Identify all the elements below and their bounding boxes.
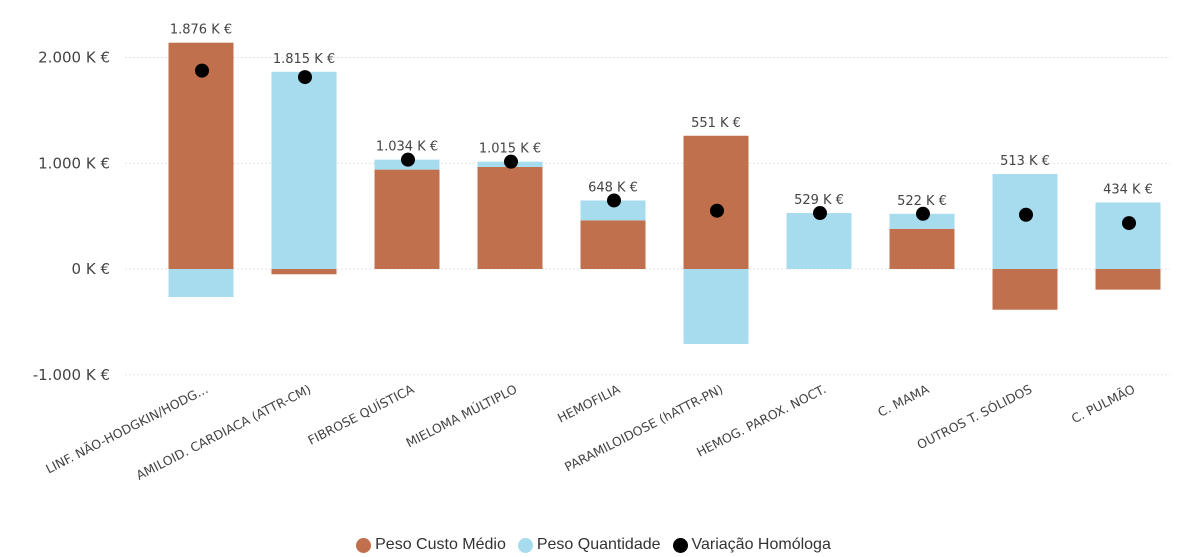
data-label: 1.876 K € <box>170 23 232 38</box>
x-tick-label: HEMOFILIA <box>555 381 623 425</box>
y-tick-label: -1.000 K € <box>33 366 110 384</box>
bar-peso-quantidade <box>271 71 337 270</box>
x-tick-label: C. MAMA <box>875 381 932 420</box>
legend-swatch <box>517 537 533 553</box>
bar-peso-custo-medio <box>1095 269 1161 290</box>
data-label: 1.015 K € <box>479 142 541 157</box>
data-label: 434 K € <box>1103 182 1153 197</box>
bar-peso-custo-medio <box>168 42 234 269</box>
legend: Peso Custo Médio Peso Quantidade Variação … <box>0 536 1187 554</box>
data-label: 1.815 K € <box>273 52 335 67</box>
y-tick-label: 1.000 K € <box>38 154 110 172</box>
bar-chart: 2.000 K € 1.000 K € 0 K € -1.000 K € 1.876 K… <box>33 23 1170 483</box>
bar-peso-custo-medio <box>374 169 440 269</box>
data-label: 513 K € <box>1000 154 1050 169</box>
data-label: 529 K € <box>794 193 844 208</box>
bar-peso-custo-medio <box>477 166 543 269</box>
data-label: 551 K € <box>691 116 741 131</box>
bar-peso-quantidade <box>889 213 955 229</box>
bar-peso-custo-medio <box>889 228 955 269</box>
bar-peso-quantidade <box>683 269 749 344</box>
variacao-homologa-marker <box>401 152 415 167</box>
x-tick-label: AMILOID. CARDIACA (ATTR-CM) <box>134 381 314 482</box>
bar-peso-custo-medio <box>992 269 1058 310</box>
variacao-homologa-marker <box>813 206 827 221</box>
bar-peso-custo-medio <box>683 135 749 269</box>
legend-item[interactable]: Peso Quantidade <box>517 536 661 554</box>
x-tick-label: LINF. NÃO-HODGKIN/HODG... <box>43 381 210 476</box>
x-tick-label: MIELOMA MÚLTIPLO <box>403 381 519 450</box>
bar-peso-quantidade <box>786 213 852 269</box>
bar-peso-custo-medio <box>271 269 337 275</box>
x-tick-label: C. PULMÃO <box>1069 381 1138 426</box>
variacao-homologa-marker <box>916 206 930 221</box>
data-label: 648 K € <box>588 180 638 195</box>
bar-peso-custo-medio <box>580 220 646 269</box>
y-tick-label: 0 K € <box>72 260 110 278</box>
variacao-homologa-marker <box>1019 207 1033 222</box>
bar-peso-quantidade <box>1095 202 1161 269</box>
variacao-homologa-marker <box>607 193 621 208</box>
legend-item[interactable]: Variação Homóloga <box>672 536 831 554</box>
bar-peso-quantidade <box>580 200 646 221</box>
legend-item[interactable]: Peso Custo Médio <box>356 536 506 554</box>
y-tick-label: 2.000 K € <box>38 49 110 67</box>
variacao-homologa-marker <box>710 203 724 218</box>
variacao-homologa-marker <box>298 70 312 85</box>
x-tick-label: OUTROS T. SÓLIDOS <box>914 381 1034 452</box>
data-label: 522 K € <box>897 194 947 209</box>
legend-swatch <box>672 537 688 553</box>
legend-label: Peso Custo Médio <box>375 536 506 553</box>
variacao-homologa-marker <box>195 63 209 78</box>
legend-label: Variação Homóloga <box>691 536 831 553</box>
legend-label: Peso Quantidade <box>536 536 661 553</box>
legend-swatch <box>356 537 372 553</box>
variacao-homologa-marker <box>1122 216 1136 231</box>
x-tick-label: FIBROSE QUÍSTICA <box>305 381 416 448</box>
variacao-homologa-marker <box>504 154 518 169</box>
data-label: 1.034 K € <box>376 140 438 155</box>
bar-peso-quantidade <box>168 269 234 298</box>
